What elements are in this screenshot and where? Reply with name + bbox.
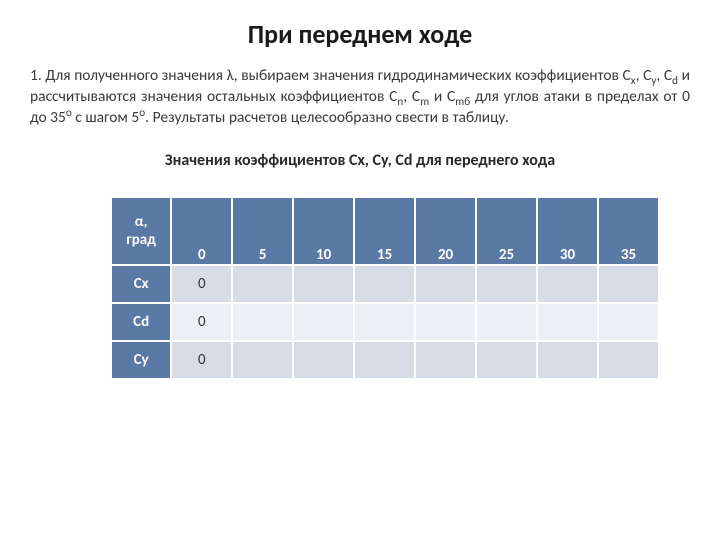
cell (598, 303, 659, 341)
header-alpha-bottom: град (111, 231, 171, 265)
table-row: Cy 0 (111, 341, 659, 379)
cell (476, 341, 537, 379)
header-angle: 25 (476, 197, 537, 265)
cell (598, 341, 659, 379)
header-alpha-top: α, (111, 197, 171, 231)
row-label: Cd (111, 303, 171, 341)
cell (354, 303, 415, 341)
cell (293, 265, 354, 303)
cell (598, 265, 659, 303)
header-angle: 20 (415, 197, 476, 265)
cell (354, 265, 415, 303)
cell (232, 265, 293, 303)
coefficients-table-wrap: α, 0 5 10 15 20 25 30 35 град Cx 0 Cd 0 (30, 196, 690, 380)
cell (415, 303, 476, 341)
header-angle: 15 (354, 197, 415, 265)
page-title: При переднем ходе (30, 18, 690, 50)
cell (293, 341, 354, 379)
header-row-top: α, 0 5 10 15 20 25 30 35 (111, 197, 659, 231)
cell (537, 341, 598, 379)
cell (476, 265, 537, 303)
header-angle: 5 (232, 197, 293, 265)
table-row: Cd 0 (111, 303, 659, 341)
cell (232, 341, 293, 379)
cell (537, 265, 598, 303)
coefficients-table: α, 0 5 10 15 20 25 30 35 град Cx 0 Cd 0 (110, 196, 660, 380)
cell (537, 303, 598, 341)
header-angle: 35 (598, 197, 659, 265)
table-caption: Значения коэффициентов Cx, Cy, Cd для пе… (30, 151, 690, 170)
row-label: Cx (111, 265, 171, 303)
row-label: Cy (111, 341, 171, 379)
cell (415, 265, 476, 303)
header-angle: 0 (171, 197, 232, 265)
header-angle: 30 (537, 197, 598, 265)
cell (476, 303, 537, 341)
cell: 0 (171, 341, 232, 379)
intro-paragraph: 1. Для полученного значения λ, выбираем … (30, 66, 690, 129)
header-angle: 10 (293, 197, 354, 265)
cell: 0 (171, 265, 232, 303)
cell (415, 341, 476, 379)
cell (232, 303, 293, 341)
cell: 0 (171, 303, 232, 341)
cell (354, 341, 415, 379)
cell (293, 303, 354, 341)
table-row: Cx 0 (111, 265, 659, 303)
